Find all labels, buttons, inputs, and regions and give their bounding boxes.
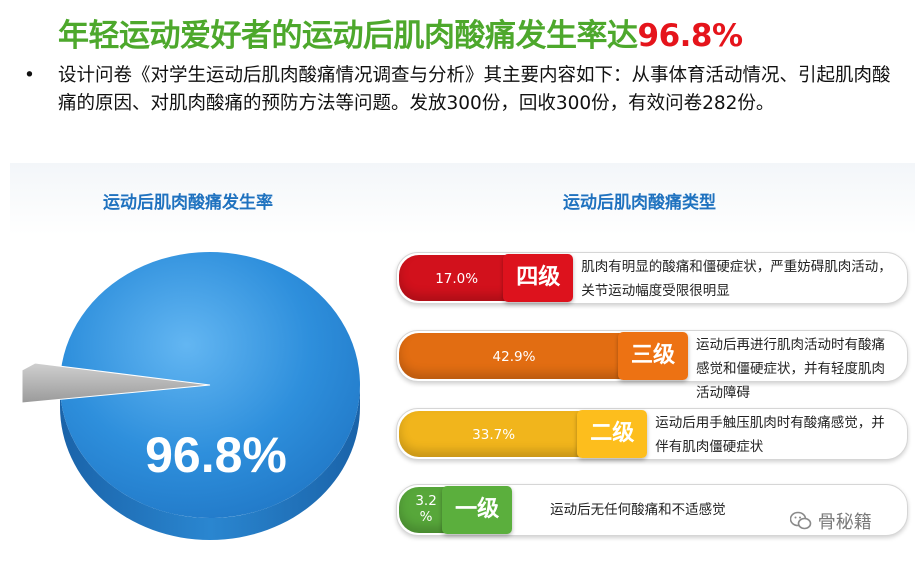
type-description: 运动后无任何酸痛和不适感觉 (550, 502, 726, 518)
pie-slice-small (21, 362, 211, 404)
pie-chart-title: 运动后肌肉酸痛发生率 (103, 193, 273, 213)
page-title: 年轻运动爱好者的运动后肌肉酸痛发生率达96.8% (58, 10, 743, 55)
bullet-dot: • (24, 65, 35, 86)
level-badge-3: 三级 (618, 332, 688, 380)
type-bar-4 (399, 255, 515, 301)
level-badge-4: 四级 (503, 254, 574, 302)
title-highlight: 96.8% (637, 18, 744, 54)
title-main: 年轻运动爱好者的运动后肌肉酸痛发生率达 (58, 18, 638, 54)
wechat-icon (789, 511, 812, 530)
type-value-label: 3.2 % (415, 493, 437, 525)
type-description: 运动后再进行肌肉活动时有酸痛感觉和僵硬症状，并有轻度肌肉活动障碍 (696, 337, 885, 401)
level-badge-2: 二级 (577, 410, 648, 458)
type-description: 运动后用手触压肌肉时有酸痛感觉，并伴有肌肉僵硬症状 (655, 415, 885, 455)
type-bar-3 (399, 333, 629, 379)
types-chart-title: 运动后肌肉酸痛类型 (563, 193, 716, 213)
pie-side (60, 385, 360, 540)
intro-text: 设计问卷《对学生运动后肌肉酸痛情况调查与分析》其主要内容如下：从事体育活动情况、… (58, 65, 891, 114)
pie-slice-main (60, 251, 360, 519)
type-bar-2 (399, 411, 589, 457)
pie-value-label: 96.8% (145, 427, 287, 483)
type-value-label: 17.0% (435, 271, 479, 287)
watermark: 骨秘籍 (789, 508, 872, 534)
watermark-text: 骨秘籍 (817, 512, 872, 533)
type-description: 肌肉有明显的酸痛和僵硬症状，严重妨碍肌肉活动，关节运动幅度受限很明显 (581, 259, 892, 299)
intro-paragraph: • 设计问卷《对学生运动后肌肉酸痛情况调查与分析》其主要内容如下：从事体育活动情… (18, 62, 898, 117)
type-value-label: 42.9% (492, 349, 536, 365)
level-badge-1: 一级 (442, 486, 513, 534)
type-value-label: 33.7% (472, 427, 516, 443)
